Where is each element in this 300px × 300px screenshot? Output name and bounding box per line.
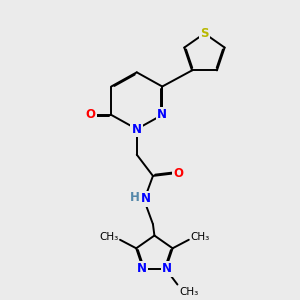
- Text: CH₃: CH₃: [99, 232, 119, 242]
- Text: N: N: [141, 192, 151, 205]
- Text: N: N: [132, 123, 142, 136]
- Text: N: N: [137, 262, 147, 275]
- Text: CH₃: CH₃: [179, 287, 198, 297]
- Text: CH₃: CH₃: [190, 232, 209, 242]
- Text: S: S: [200, 27, 209, 40]
- Text: N: N: [157, 108, 167, 122]
- Text: O: O: [174, 167, 184, 180]
- Text: N: N: [162, 262, 172, 275]
- Text: O: O: [85, 108, 96, 122]
- Text: H: H: [130, 191, 140, 204]
